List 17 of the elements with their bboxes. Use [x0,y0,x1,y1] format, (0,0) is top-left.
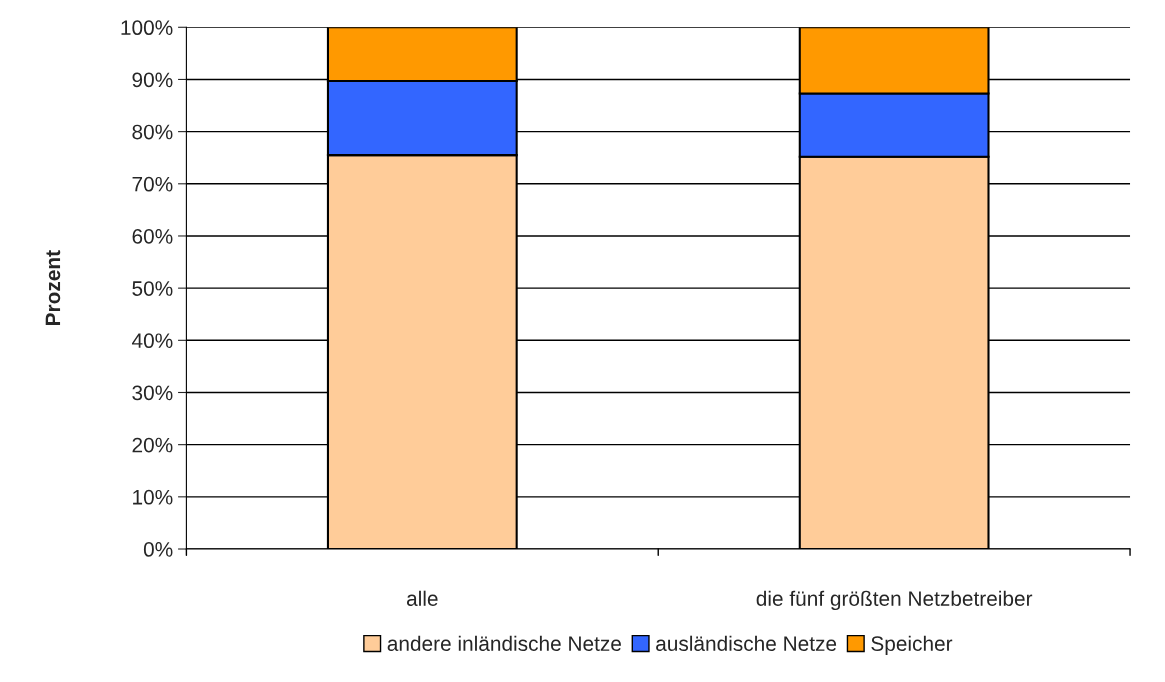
y-tick-label: 20% [132,437,173,453]
legend-label: Speicher [871,635,953,656]
legend-label: andere inländische Netze [387,635,621,651]
x-tick-label: die fünf größten Netzbetreiber [756,590,1033,611]
y-tick-label: 30% [132,385,173,401]
y-tick-label: 80% [132,124,173,140]
y-tick-label: 40% [131,333,173,349]
y-tick-label: 90% [132,72,173,88]
y-tick-label: 50% [132,281,173,296]
y-tick-label: 10% [133,489,173,505]
y-axis-title: Prozent [45,250,61,325]
y-tick-label: 70% [132,176,173,192]
y-tick-label: 100% [121,20,173,36]
legend-label: ausländische Netze [656,635,837,651]
x-tick-label: alle [406,590,438,606]
y-tick-label: 0% [143,542,173,557]
y-tick-label: 60% [132,228,173,244]
